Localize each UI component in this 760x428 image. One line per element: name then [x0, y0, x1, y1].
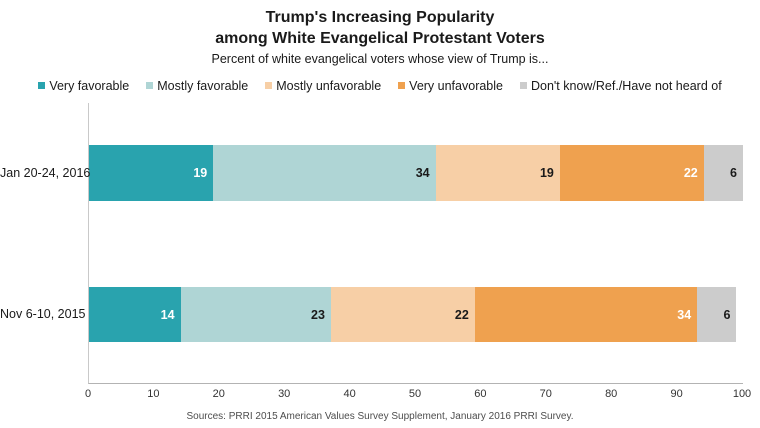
chart-legend: Very favorable Mostly favorable Mostly unf… [0, 79, 760, 93]
bar-segment: 34 [474, 287, 698, 342]
legend-swatch-icon [265, 82, 273, 89]
bar-segment: 19 [89, 145, 214, 201]
legend-swatch-icon [519, 82, 527, 89]
segment-value-label: 22 [683, 166, 698, 180]
bar-row: 19 34 19 22 6 [89, 145, 743, 201]
legend-item: Don't know/Ref./Have not heard of [519, 79, 722, 93]
legend-item: Mostly unfavorable [265, 79, 381, 93]
x-tick-label: 50 [408, 388, 422, 400]
x-tick-label: 10 [147, 388, 160, 400]
chart-subtitle: Percent of white evangelical voters whos… [211, 52, 549, 66]
segment-value-label: 34 [677, 307, 692, 322]
x-tick-label: 40 [343, 388, 356, 400]
bar-segment: 34 [213, 145, 436, 201]
bar-segment: 6 [703, 145, 743, 201]
legend-swatch-icon [38, 82, 46, 89]
legend-swatch-icon [146, 82, 154, 89]
segment-value-label: 22 [454, 307, 469, 322]
source-note: Sources: PRRI 2015 American Values Surve… [186, 411, 574, 422]
segment-value-label: 6 [730, 166, 737, 180]
segment-value-label: 23 [311, 307, 325, 322]
plot-area: 19 34 19 22 6 14 23 22 34 6 [88, 103, 743, 384]
x-tick-label: 0 [84, 388, 92, 400]
legend-item: Very unfavorable [398, 79, 503, 93]
bar-segment: 23 [180, 287, 331, 342]
x-tick-label: 70 [539, 388, 552, 400]
chart-title-line2: among White Evangelical Protestant Voter… [215, 30, 545, 47]
legend-label: Mostly favorable [157, 79, 249, 93]
legend-label: Don't know/Ref./Have not heard of [530, 79, 722, 93]
bar-segment: 6 [697, 287, 737, 342]
bar-segment: 14 [89, 287, 181, 342]
x-tick-label: 90 [670, 388, 683, 400]
x-tick-label: 100 [732, 388, 752, 400]
segment-value-label: 19 [193, 166, 208, 180]
legend-item: Very favorable [38, 79, 129, 93]
segment-value-label: 19 [539, 166, 554, 180]
legend-label: Very favorable [49, 79, 130, 93]
bar-segment: 22 [330, 287, 475, 342]
segment-value-label: 6 [723, 307, 731, 322]
segment-value-label: 34 [415, 166, 430, 180]
legend-label: Mostly unfavorable [276, 79, 382, 93]
category-label: Nov 6-10, 2015 [0, 307, 86, 321]
legend-swatch-icon [398, 82, 406, 89]
bar-row: 14 23 22 34 6 [89, 287, 743, 342]
x-tick-label: 30 [278, 388, 291, 400]
segment-value-label: 14 [160, 307, 175, 322]
x-tick-label: 60 [474, 388, 487, 400]
category-label: Jan 20-24, 2016 [0, 166, 91, 180]
legend-item: Mostly favorable [146, 79, 248, 93]
bar-segment: 22 [559, 145, 704, 201]
x-tick-label: 20 [212, 388, 225, 400]
x-tick-label: 80 [605, 388, 618, 400]
bar-segment: 19 [435, 145, 560, 201]
chart-title-line1: Trump's Increasing Popularity [265, 9, 495, 26]
legend-label: Very unfavorable [409, 79, 503, 93]
